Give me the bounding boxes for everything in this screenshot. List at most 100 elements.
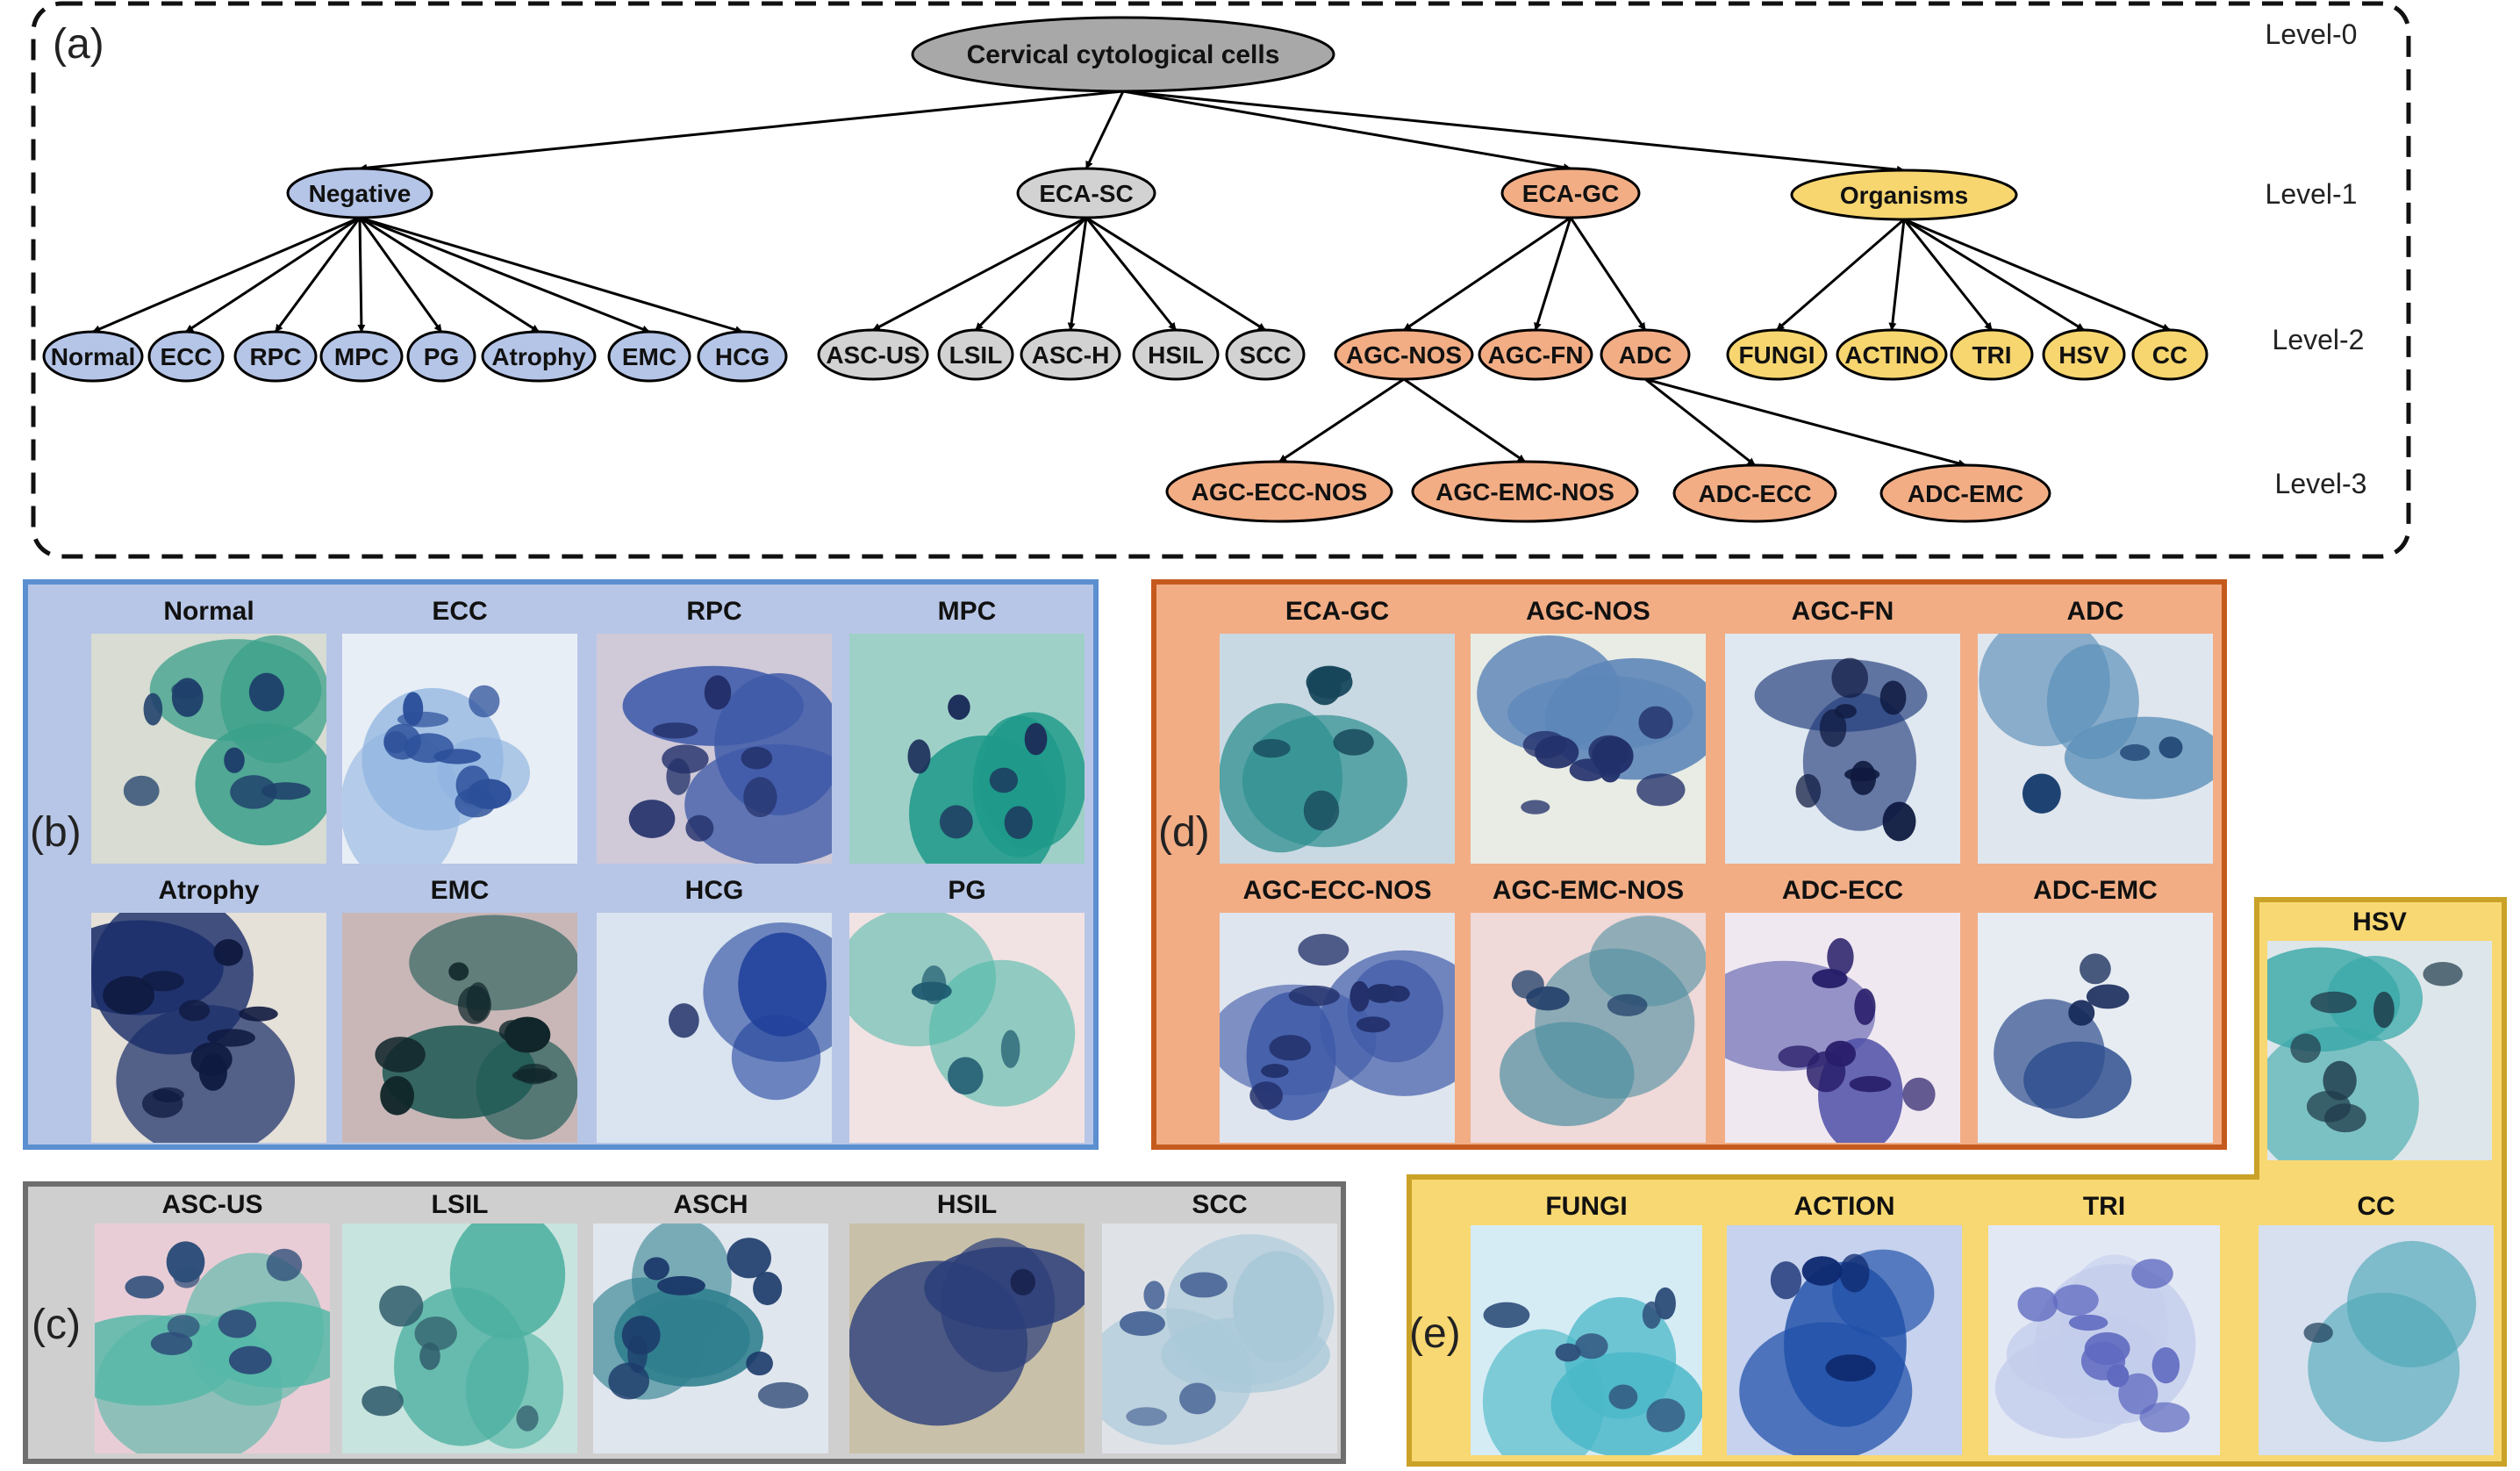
cell-agc-fn: AGC-FN [1725, 590, 1960, 864]
node-label-pg: PG [424, 343, 459, 370]
edge-eca-sc-to-asc-us [872, 216, 1087, 332]
cell-image-pg [849, 913, 1085, 1143]
panel-negative-images: (b) Normal ECC RPC MPC Atrophy EMC HCG PG [23, 579, 1099, 1150]
level-label-3: Level-3 [2275, 468, 2367, 499]
cell-image-agc-fn [1725, 634, 1960, 864]
panel-label-a: (a) [53, 21, 104, 68]
cell-ecc: ECC [342, 590, 577, 864]
edge-eca-gc-to-agc-fn [1534, 217, 1572, 331]
edge-adc-to-adc-ecc [1644, 377, 1756, 467]
hierarchy-tree: Cervical cytological cells Negative ECA-SC… [31, 1, 2411, 559]
node-label-adc: ADC [1619, 341, 1672, 369]
cell-title-ecc: ECC [432, 597, 488, 626]
cell-normal: Normal [91, 590, 326, 864]
node-label-adc-ecc: ADC-ECC [1698, 480, 1811, 507]
node-label-lsil: LSIL [949, 341, 1003, 369]
node-rpc: RPC [233, 330, 318, 383]
node-adc: ADC [1600, 328, 1691, 381]
node-eca-sc: ECA-SC [1016, 167, 1156, 219]
cell-image-adc-emc [1978, 913, 2213, 1143]
node-label-negative: Negative [309, 180, 412, 207]
edge-root-to-organisms [1122, 90, 1905, 174]
edge-eca-sc-to-lsil [974, 216, 1088, 332]
cell-title-mpc: MPC [937, 597, 997, 626]
cell-title-agc-emc-nos: AGC-EMC-NOS [1492, 876, 1685, 905]
node-label-eca-sc: ECA-SC [1039, 180, 1133, 207]
cell-agc-ecc-nos: AGC-ECC-NOS [1220, 869, 1455, 1143]
cell-image-atrophy [91, 913, 326, 1143]
edge-organisms-to-cc [1903, 218, 2171, 332]
cell-image-cc [2259, 1225, 2494, 1455]
panel-label-e: (e) [1409, 1310, 1461, 1357]
level-label-1: Level-1 [2266, 178, 2358, 210]
edge-negative-to-emc [359, 216, 650, 334]
node-adc-emc: ADC-EMC [1879, 463, 2051, 523]
node-agc-emc-nos: AGC-EMC-NOS [1411, 460, 1639, 523]
node-eca-gc: ECA-GC [1500, 167, 1641, 219]
node-label-atrophy: Atrophy [491, 343, 586, 370]
edge-eca-sc-to-asc-h [1067, 217, 1088, 331]
cell-image-mpc [849, 634, 1085, 864]
cell-emc: EMC [342, 869, 577, 1143]
cell-title-adc-ecc: ADC-ECC [1781, 876, 1904, 905]
level-label-0: Level-0 [2266, 18, 2358, 50]
node-mpc: MPC [319, 330, 404, 383]
cell-title-rpc: RPC [686, 597, 742, 626]
panel-label-d: (d) [1158, 809, 1210, 856]
cell-image-adc-ecc [1725, 913, 1960, 1143]
node-label-eca-gc: ECA-GC [1522, 180, 1619, 207]
cell-adc-emc: ADC-EMC [1978, 869, 2213, 1143]
cell-pg: PG [849, 869, 1085, 1143]
edge-organisms-to-hsv [1903, 218, 2085, 332]
edge-root-to-negative [359, 90, 1124, 172]
edge-root-to-eca-sc [1085, 90, 1125, 169]
edge-agc-nos-to-agc-emc-nos [1403, 377, 1526, 463]
cell-action: ACTION [1727, 1188, 1962, 1455]
cell-fungi: FUNGI [1471, 1188, 1702, 1455]
node-cc: CC [2131, 328, 2209, 381]
tree-dashed-frame [31, 1, 2411, 559]
cell-title-action: ACTION [1793, 1192, 1895, 1221]
node-label-hcg: HCG [715, 343, 770, 370]
cell-asch: ASCH [593, 1187, 828, 1453]
cell-title-adc: ADC [2066, 597, 2124, 626]
cell-title-emc: EMC [430, 876, 490, 905]
node-scc: SCC [1225, 328, 1306, 381]
cell-image-emc [342, 913, 577, 1143]
panel-eca-gc-images: (d) ECA-GC AGC-NOS AGC-FN ADC AGC-ECC-NOS AGC… [1151, 579, 2227, 1150]
cell-title-cc: CC [2357, 1192, 2395, 1221]
cell-title-tri: TRI [2082, 1192, 2126, 1221]
cell-image-fungi [1471, 1225, 1702, 1455]
cell-image-agc-ecc-nos [1220, 913, 1455, 1143]
edge-organisms-to-fungi [1776, 218, 1905, 332]
cell-image-normal [91, 634, 326, 864]
cell-title-asc-us: ASC-US [161, 1190, 263, 1219]
node-label-ecc: ECC [160, 343, 211, 370]
cell-title-asch: ASCH [673, 1190, 748, 1219]
cell-image-hsil [849, 1223, 1085, 1453]
node-label-agc-nos: AGC-NOS [1346, 341, 1462, 369]
panel-eca-sc-images: (c) ASC-US LSIL ASCH HSIL SCC [23, 1181, 1346, 1464]
node-label-actino: ACTINO [1844, 341, 1938, 369]
node-label-agc-ecc-nos: AGC-ECC-NOS [1192, 478, 1368, 506]
edge-negative-to-normal [92, 216, 361, 334]
node-agc-nos: AGC-NOS [1334, 328, 1474, 381]
cell-image-agc-nos [1471, 634, 1706, 864]
edge-negative-to-ecc [185, 216, 361, 334]
node-organisms: Organisms [1790, 169, 2018, 221]
node-hcg: HCG [697, 330, 788, 383]
node-agc-fn: AGC-FN [1478, 328, 1593, 381]
edge-organisms-to-tri [1902, 219, 1994, 331]
cell-asc-us: ASC-US [95, 1187, 330, 1453]
cell-image-asc-us [95, 1223, 330, 1453]
node-label-agc-emc-nos: AGC-EMC-NOS [1435, 478, 1614, 506]
edge-negative-to-pg [358, 217, 443, 333]
node-label-fungi: FUNGI [1738, 341, 1815, 369]
node-label-scc: SCC [1239, 341, 1291, 369]
node-label-emc: EMC [622, 343, 677, 370]
node-label-agc-fn: AGC-FN [1488, 341, 1584, 369]
node-atrophy: Atrophy [481, 330, 597, 383]
edge-eca-sc-to-scc [1085, 216, 1266, 332]
edge-negative-to-mpc [357, 217, 366, 333]
node-label-normal: Normal [51, 343, 135, 370]
